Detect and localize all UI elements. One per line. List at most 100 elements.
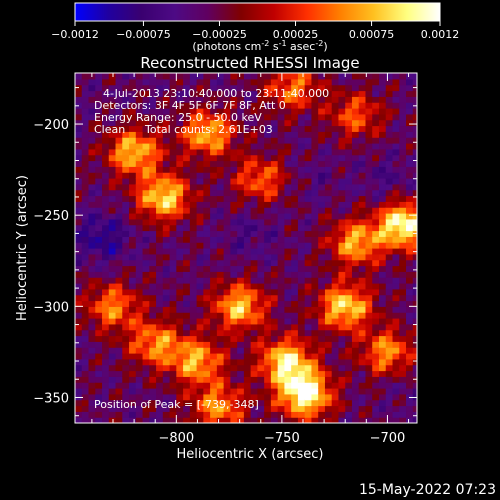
heatmap-cell [95,283,103,290]
heatmap-cell [149,218,157,226]
heatmap-cell [392,224,400,232]
heatmap-cell [406,283,414,290]
heatmap-cell [189,248,198,255]
heatmap-cell [372,78,380,86]
heatmap-cell [406,405,414,412]
heatmap-cell [108,248,117,255]
heatmap-cell [385,84,394,92]
heatmap-cell [351,178,360,185]
heatmap-cell [115,96,123,103]
heatmap-cell [108,283,117,290]
heatmap-cell [149,388,157,395]
heatmap-cell [115,271,123,278]
heatmap-cell [230,148,238,156]
heatmap-cell [406,300,414,307]
heatmap-cell [162,242,171,249]
heatmap-cell [230,300,238,307]
heatmap-cell [115,113,123,121]
heatmap-cell [338,253,346,261]
heatmap-cell [297,341,306,348]
heatmap-cell [162,323,171,331]
heatmap-cell [392,78,400,86]
heatmap-cell [108,312,117,319]
heatmap-cell [237,183,245,191]
heatmap-cell [324,388,333,395]
heatmap-cell [142,131,150,138]
heatmap-cell [142,213,150,220]
heatmap-cell [169,84,177,92]
heatmap-cell [210,213,218,220]
heatmap-cell [311,84,319,92]
heatmap-cell [243,323,252,331]
heatmap-cell [210,125,218,132]
heatmap-cell [338,125,346,132]
heatmap-cell [324,166,333,173]
heatmap-cell [277,166,286,173]
heatmap-cell [169,195,177,202]
heatmap-cell [358,399,367,407]
heatmap-cell [385,242,394,249]
heatmap-cell [358,347,367,354]
heatmap-cell [115,230,123,237]
heatmap-cell [129,388,137,395]
heatmap-cell [189,143,198,150]
heatmap-cell [88,411,96,418]
heatmap-cell [129,417,137,423]
heatmap-cell [372,341,380,348]
heatmap-cell [230,288,238,296]
heatmap-cell [270,166,279,173]
heatmap-cell [142,154,150,162]
heatmap-cell [270,172,279,179]
heatmap-cell [189,96,198,103]
heatmap-cell [331,160,340,167]
heatmap-cell [230,277,238,284]
heatmap-cell [122,259,130,267]
heatmap-cell [399,364,407,372]
heatmap-cell [392,154,400,162]
heatmap-cell [338,259,346,267]
heatmap-cell [399,323,407,331]
heatmap-cell [102,271,110,278]
heatmap-cell [115,201,123,208]
heatmap-cell [324,84,333,92]
heatmap-cell [95,148,103,156]
heatmap-cell [324,283,333,290]
heatmap-cell [379,329,387,337]
heatmap-cell [102,154,110,162]
heatmap-cell [291,125,299,132]
heatmap-cell [237,218,245,226]
heatmap-cell [156,294,164,302]
heatmap-cell [189,178,198,185]
heatmap-cell [365,411,373,418]
heatmap-cell [203,236,211,243]
heatmap-cell [75,370,83,377]
heatmap-cell [183,399,191,407]
heatmap-cell [81,160,90,167]
heatmap-cell [149,102,157,109]
heatmap-cell [75,131,83,138]
heatmap-cell [331,137,340,144]
heatmap-cell [385,411,394,418]
heatmap-cell [345,353,353,360]
heatmap-cell [412,189,417,197]
heatmap-cell [331,172,340,179]
heatmap-cell [196,160,204,167]
heatmap-cell [223,108,231,115]
heatmap-cell [223,213,231,220]
heatmap-cell [284,137,292,144]
heatmap-cell [250,294,258,302]
heatmap-cell [399,102,407,109]
heatmap-cell [237,160,245,167]
heatmap-cell [88,358,96,366]
heatmap-cell [365,166,373,173]
heatmap-cell [230,230,238,237]
heatmap-cell [250,125,258,132]
heatmap-cell [264,253,272,261]
heatmap-cell [189,353,198,360]
heatmap-cell [406,323,414,331]
heatmap-cell [399,382,407,389]
heatmap-cell [162,236,171,243]
heatmap-cell [88,154,96,162]
heatmap-cell [196,90,204,97]
heatmap-cell [358,300,367,307]
